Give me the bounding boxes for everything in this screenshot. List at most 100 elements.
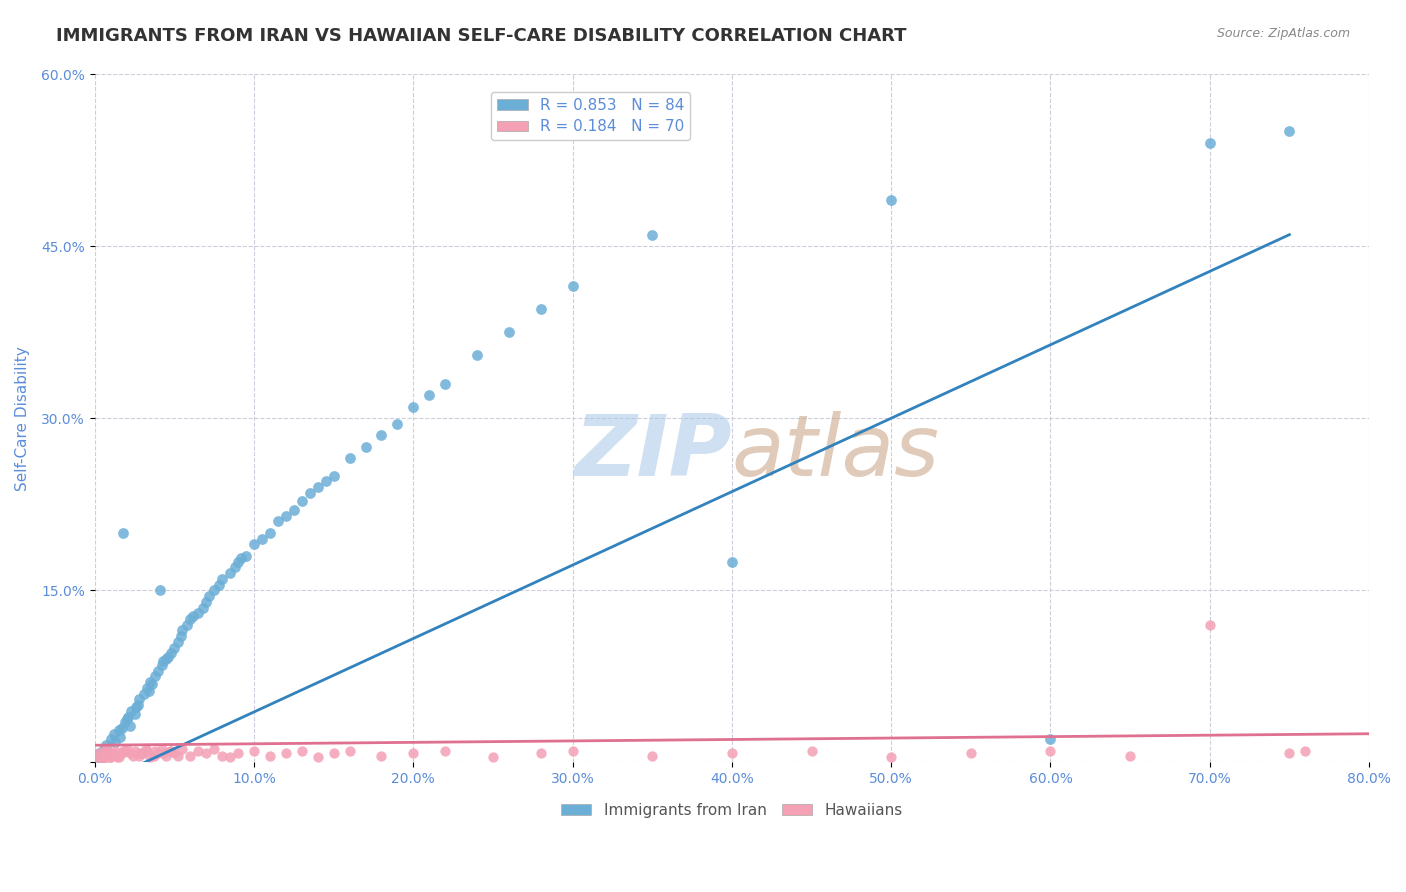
Point	[107, 723, 129, 738]
Text: Source: ZipAtlas.com: Source: ZipAtlas.com	[1216, 27, 1350, 40]
Point	[114, 715, 136, 730]
Point	[87, 749, 110, 764]
Y-axis label: Self-Care Disability: Self-Care Disability	[15, 346, 30, 491]
Point	[250, 532, 273, 546]
Point	[224, 560, 246, 574]
Point	[163, 746, 186, 760]
Point	[530, 746, 553, 760]
Point	[202, 741, 225, 756]
Point	[211, 748, 233, 763]
Point	[136, 744, 159, 758]
Point	[87, 749, 110, 764]
Point	[465, 348, 488, 362]
Point	[150, 657, 173, 672]
Point	[959, 746, 981, 760]
Point	[131, 746, 153, 760]
Point	[172, 624, 194, 638]
Point	[94, 746, 117, 760]
Point	[142, 748, 165, 763]
Point	[118, 746, 141, 760]
Text: ZIP: ZIP	[574, 411, 733, 494]
Point	[208, 577, 231, 591]
Point	[880, 193, 903, 207]
Point	[172, 741, 194, 756]
Point	[1278, 746, 1301, 760]
Point	[124, 707, 146, 722]
Point	[115, 741, 138, 756]
Point	[195, 746, 218, 760]
Point	[1278, 124, 1301, 138]
Point	[170, 629, 193, 643]
Point	[128, 692, 150, 706]
Point	[124, 744, 146, 758]
Point	[721, 746, 744, 760]
Point	[561, 744, 583, 758]
Point	[156, 649, 179, 664]
Point	[96, 741, 118, 756]
Point	[143, 669, 166, 683]
Point	[160, 647, 183, 661]
Point	[143, 744, 166, 758]
Point	[298, 485, 321, 500]
Point	[125, 700, 148, 714]
Point	[114, 744, 136, 758]
Point	[402, 400, 425, 414]
Point	[149, 583, 172, 598]
Legend: Immigrants from Iran, Hawaiians: Immigrants from Iran, Hawaiians	[555, 797, 908, 823]
Point	[152, 655, 174, 669]
Point	[91, 744, 114, 758]
Point	[127, 746, 149, 760]
Point	[198, 589, 221, 603]
Point	[354, 440, 377, 454]
Point	[96, 744, 118, 758]
Point	[120, 704, 142, 718]
Point	[530, 302, 553, 317]
Point	[159, 744, 181, 758]
Point	[307, 480, 329, 494]
Point	[231, 551, 253, 566]
Point	[122, 748, 145, 763]
Point	[641, 748, 664, 763]
Point	[107, 749, 129, 764]
Point	[155, 652, 177, 666]
Point	[641, 227, 664, 242]
Point	[482, 749, 505, 764]
Point	[195, 595, 218, 609]
Point	[721, 555, 744, 569]
Point	[191, 600, 214, 615]
Point	[100, 732, 122, 747]
Point	[105, 749, 128, 764]
Point	[132, 687, 155, 701]
Point	[90, 751, 112, 765]
Text: atlas: atlas	[733, 411, 939, 494]
Point	[112, 744, 135, 758]
Point	[93, 744, 115, 758]
Point	[219, 749, 242, 764]
Point	[103, 746, 125, 760]
Point	[498, 325, 520, 339]
Point	[152, 746, 174, 760]
Point	[135, 741, 157, 756]
Point	[91, 749, 114, 764]
Point	[155, 748, 177, 763]
Point	[115, 712, 138, 726]
Point	[166, 635, 188, 649]
Point	[370, 428, 392, 442]
Point	[111, 721, 134, 735]
Point	[1198, 136, 1220, 150]
Point	[219, 566, 242, 581]
Point	[136, 681, 159, 695]
Point	[93, 741, 115, 756]
Point	[117, 709, 139, 723]
Point	[800, 744, 823, 758]
Point	[1039, 744, 1062, 758]
Point	[104, 744, 127, 758]
Point	[139, 749, 162, 764]
Point	[98, 751, 121, 765]
Point	[339, 451, 361, 466]
Point	[179, 748, 201, 763]
Point	[434, 376, 457, 391]
Point	[128, 748, 150, 763]
Point	[339, 744, 361, 758]
Point	[176, 617, 198, 632]
